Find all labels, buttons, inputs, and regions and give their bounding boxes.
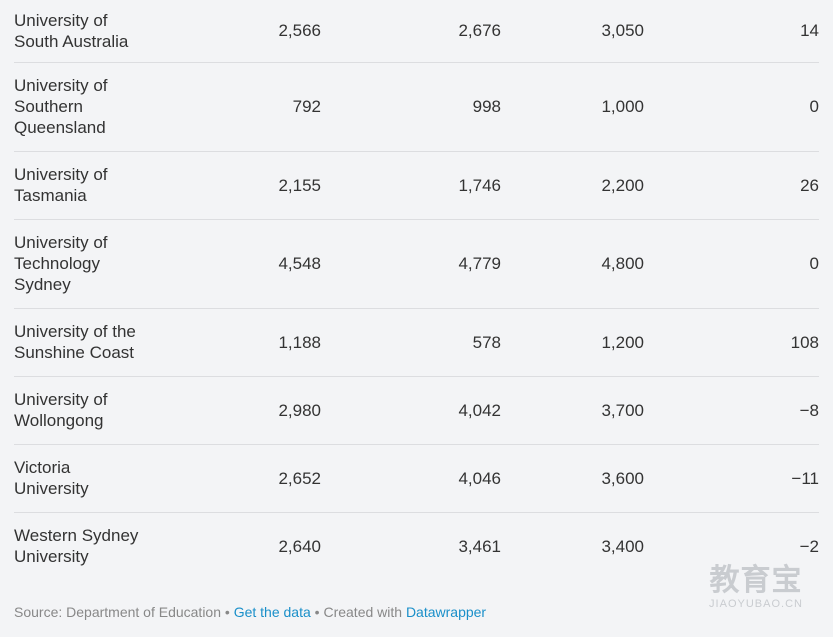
university-name-line: Sunshine Coast bbox=[14, 343, 135, 362]
datawrapper-link[interactable]: Datawrapper bbox=[405, 604, 487, 620]
university-name-line: Victoria bbox=[14, 458, 71, 477]
watermark-logo: 教育宝 JIAOYUBAO.CN bbox=[701, 564, 811, 611]
table-row: Victoria University 2,652 4,046 3,600 −11 bbox=[14, 444, 819, 513]
university-name-line: South Australia bbox=[14, 31, 129, 51]
value-cell-2: 4,042 bbox=[321, 376, 501, 445]
university-name-line: University of bbox=[14, 76, 108, 95]
university-name-line: Tasmania bbox=[14, 186, 87, 205]
data-table: University of South Australia 2,566 2,676 3,… bbox=[14, 0, 819, 580]
university-name-line: Southern bbox=[14, 97, 83, 116]
watermark-logo-text: 教育宝 bbox=[709, 563, 803, 598]
value-cell-2: 3,461 bbox=[458, 536, 501, 556]
value-cell-2: 4,779 bbox=[321, 219, 501, 309]
table-row: University of Tasmania 2,155 1,746 2,200 26 bbox=[14, 151, 819, 220]
university-name-line: Queensland bbox=[14, 118, 106, 137]
university-name-line: Technology bbox=[14, 254, 101, 273]
value-cell-3: 1,000 bbox=[501, 62, 644, 152]
value-cell-4: 0 bbox=[644, 62, 819, 152]
university-name-cell: University of Wollongong bbox=[14, 376, 174, 445]
value-cell-1: 2,155 bbox=[174, 151, 321, 220]
value-cell-2: 998 bbox=[321, 62, 501, 152]
university-name-line: University of bbox=[14, 390, 108, 409]
university-name-line: University of the bbox=[14, 322, 136, 341]
university-name-cell: University of South Australia bbox=[14, 0, 174, 63]
value-cell-4: 26 bbox=[644, 151, 819, 220]
created-with-text: Created with bbox=[323, 604, 403, 620]
value-cell-3: 3,700 bbox=[501, 376, 644, 445]
value-cell-3: 2,200 bbox=[501, 151, 644, 220]
footer-separator-2: • bbox=[310, 604, 324, 620]
value-cell-3: 3,050 bbox=[501, 0, 644, 63]
value-cell-2: 4,046 bbox=[321, 444, 501, 513]
university-name-line: Wollongong bbox=[14, 411, 104, 430]
value-cell-1: 2,566 bbox=[174, 0, 321, 63]
value-cell-1: 2,652 bbox=[174, 444, 321, 513]
table-row: University of Southern Queensland 792 998 1,0… bbox=[14, 62, 819, 152]
value-cell-1: 792 bbox=[174, 62, 321, 152]
value-cell-4: 0 bbox=[644, 219, 819, 309]
value-cell-1: 2,640 bbox=[278, 536, 321, 556]
university-name-line: Sydney bbox=[14, 275, 71, 294]
value-cell-1: 4,548 bbox=[174, 219, 321, 309]
table-row: Western Sydney University 2,640 3,461 3,400 −… bbox=[14, 512, 819, 580]
value-cell-3: 1,200 bbox=[501, 308, 644, 377]
university-name-cell: University of Technology Sydney bbox=[14, 219, 174, 309]
value-cell-4: −11 bbox=[644, 444, 819, 513]
watermark-sub-text: JIAOYUBAO.CN bbox=[709, 598, 803, 610]
source-text: Source: Department of Education bbox=[14, 604, 222, 620]
chart-footer: Source: Department of Education • Get th… bbox=[14, 604, 486, 620]
table-row: University of the Sunshine Coast 1,188 578 1… bbox=[14, 308, 819, 377]
university-name-line: University bbox=[14, 547, 89, 567]
value-cell-2: 1,746 bbox=[321, 151, 501, 220]
value-cell-3: 4,800 bbox=[501, 219, 644, 309]
university-name-cell: Victoria University bbox=[14, 444, 174, 513]
value-cell-4: 14 bbox=[644, 0, 819, 63]
footer-separator: • bbox=[221, 604, 234, 620]
university-name-cell: Western Sydney University bbox=[14, 512, 174, 580]
value-cell-3: 3,400 bbox=[601, 536, 644, 556]
table-row: University of Wollongong 2,980 4,042 3,700 −8 bbox=[14, 376, 819, 445]
value-cell-4: −8 bbox=[644, 376, 819, 445]
university-name-cell: University of Southern Queensland bbox=[14, 62, 174, 152]
get-the-data-link[interactable]: Get the data bbox=[233, 604, 311, 620]
university-name-line: University of bbox=[14, 233, 108, 252]
university-name-line: University bbox=[14, 479, 89, 498]
value-cell-2: 578 bbox=[321, 308, 501, 377]
table-row: University of Technology Sydney 4,548 4,779 4… bbox=[14, 219, 819, 309]
value-cell-2: 2,676 bbox=[321, 0, 501, 63]
university-name-line: University of bbox=[14, 10, 108, 30]
table-row: University of South Australia 2,566 2,676 3,… bbox=[14, 0, 819, 63]
university-name-line: Western Sydney bbox=[14, 526, 139, 546]
table-body: University of South Australia 2,566 2,676 3,… bbox=[14, 0, 819, 580]
value-cell-3: 3,600 bbox=[501, 444, 644, 513]
value-cell-4: −2 bbox=[799, 536, 819, 556]
value-cell-1: 2,980 bbox=[174, 376, 321, 445]
university-name-cell: University of the Sunshine Coast bbox=[14, 308, 174, 377]
value-cell-1: 1,188 bbox=[174, 308, 321, 377]
value-cell-4: 108 bbox=[644, 308, 819, 377]
university-name-cell: University of Tasmania bbox=[14, 151, 174, 220]
university-name-line: University of bbox=[14, 165, 108, 184]
